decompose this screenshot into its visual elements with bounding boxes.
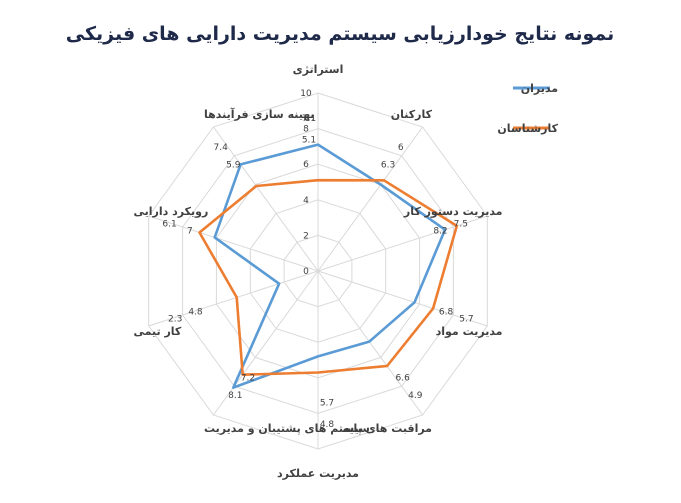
legend-label-managers: مدیران <box>521 82 558 95</box>
data-label: 7.4 <box>214 143 229 153</box>
data-labels: 7.1 6 7.5 5.7 4.9 4.8 8.1 2.3 6.1 7.4 5.1 6.3 8.2 6.8… <box>162 114 473 430</box>
data-label: 5.7 <box>320 399 334 409</box>
grid-spoke <box>317 270 424 416</box>
r-tick-label: 6 <box>303 160 309 170</box>
data-label: 6.1 <box>162 220 176 230</box>
axis-label: مدیریت عملکرد <box>277 467 359 480</box>
data-label: 7.2 <box>241 374 255 384</box>
grid-spoke <box>317 126 424 272</box>
data-label: 2.3 <box>168 314 182 324</box>
data-label: 6.6 <box>396 374 411 384</box>
grid-spoke <box>212 126 319 272</box>
r-tick-label: 8 <box>303 125 309 135</box>
grid-spoke <box>317 215 488 272</box>
legend: مدیران کارشناسان <box>497 82 558 135</box>
axis-label: رویکرد دارایی <box>134 205 209 218</box>
axis-label: کار تیمی <box>134 325 182 338</box>
data-label: 4.8 <box>320 420 335 430</box>
axis-label: استراتژی <box>293 63 344 76</box>
axis-label: مدیریت دستور کار <box>403 205 503 218</box>
grid-spoke <box>148 270 319 327</box>
axis-label: مراقبت های پایه <box>343 422 432 435</box>
data-label: 4.9 <box>408 391 423 401</box>
data-label: 8.2 <box>433 226 447 236</box>
r-tick-label: 10 <box>300 89 312 99</box>
r-tick-label: 0 <box>303 267 309 277</box>
axis-labels: استراتژی کارکنان مدیریت دستور کار مدیریت مو… <box>134 63 503 480</box>
axis-label: بهینه سازی فرآیندها <box>204 107 315 121</box>
axis-label: مدیریت مواد <box>436 325 503 338</box>
data-label: 5.7 <box>459 314 473 324</box>
data-label: 7.1 <box>302 114 316 124</box>
data-label: 6.3 <box>381 160 395 170</box>
grid-spoke <box>212 270 319 416</box>
data-label: 8.1 <box>228 391 242 401</box>
data-label: 4.8 <box>188 308 203 318</box>
chart-title: نمونه نتایج خودارزیابی سیستم مدیریت دارا… <box>66 23 615 45</box>
data-label: 6 <box>398 143 404 153</box>
legend-label-experts: کارشناسان <box>497 122 558 135</box>
series-line-1 <box>198 178 459 377</box>
data-label: 6.8 <box>439 308 454 318</box>
grid-spoke <box>148 215 319 272</box>
series-layer <box>198 143 459 389</box>
radar-grid <box>148 92 488 450</box>
data-label: 7 <box>187 226 193 236</box>
grid-spoke <box>317 270 488 327</box>
data-label: 5.9 <box>226 160 241 170</box>
r-tick-label: 4 <box>303 196 309 206</box>
axis-label: کارکنان <box>391 108 433 121</box>
axis-label: سیستم های پشتیبان و مدیریت <box>204 422 370 435</box>
radial-tick-labels: 0 2 4 6 8 10 <box>300 89 312 277</box>
data-label: 5.1 <box>302 135 316 145</box>
data-label: 7.5 <box>454 220 468 230</box>
r-tick-label: 2 <box>303 231 309 241</box>
